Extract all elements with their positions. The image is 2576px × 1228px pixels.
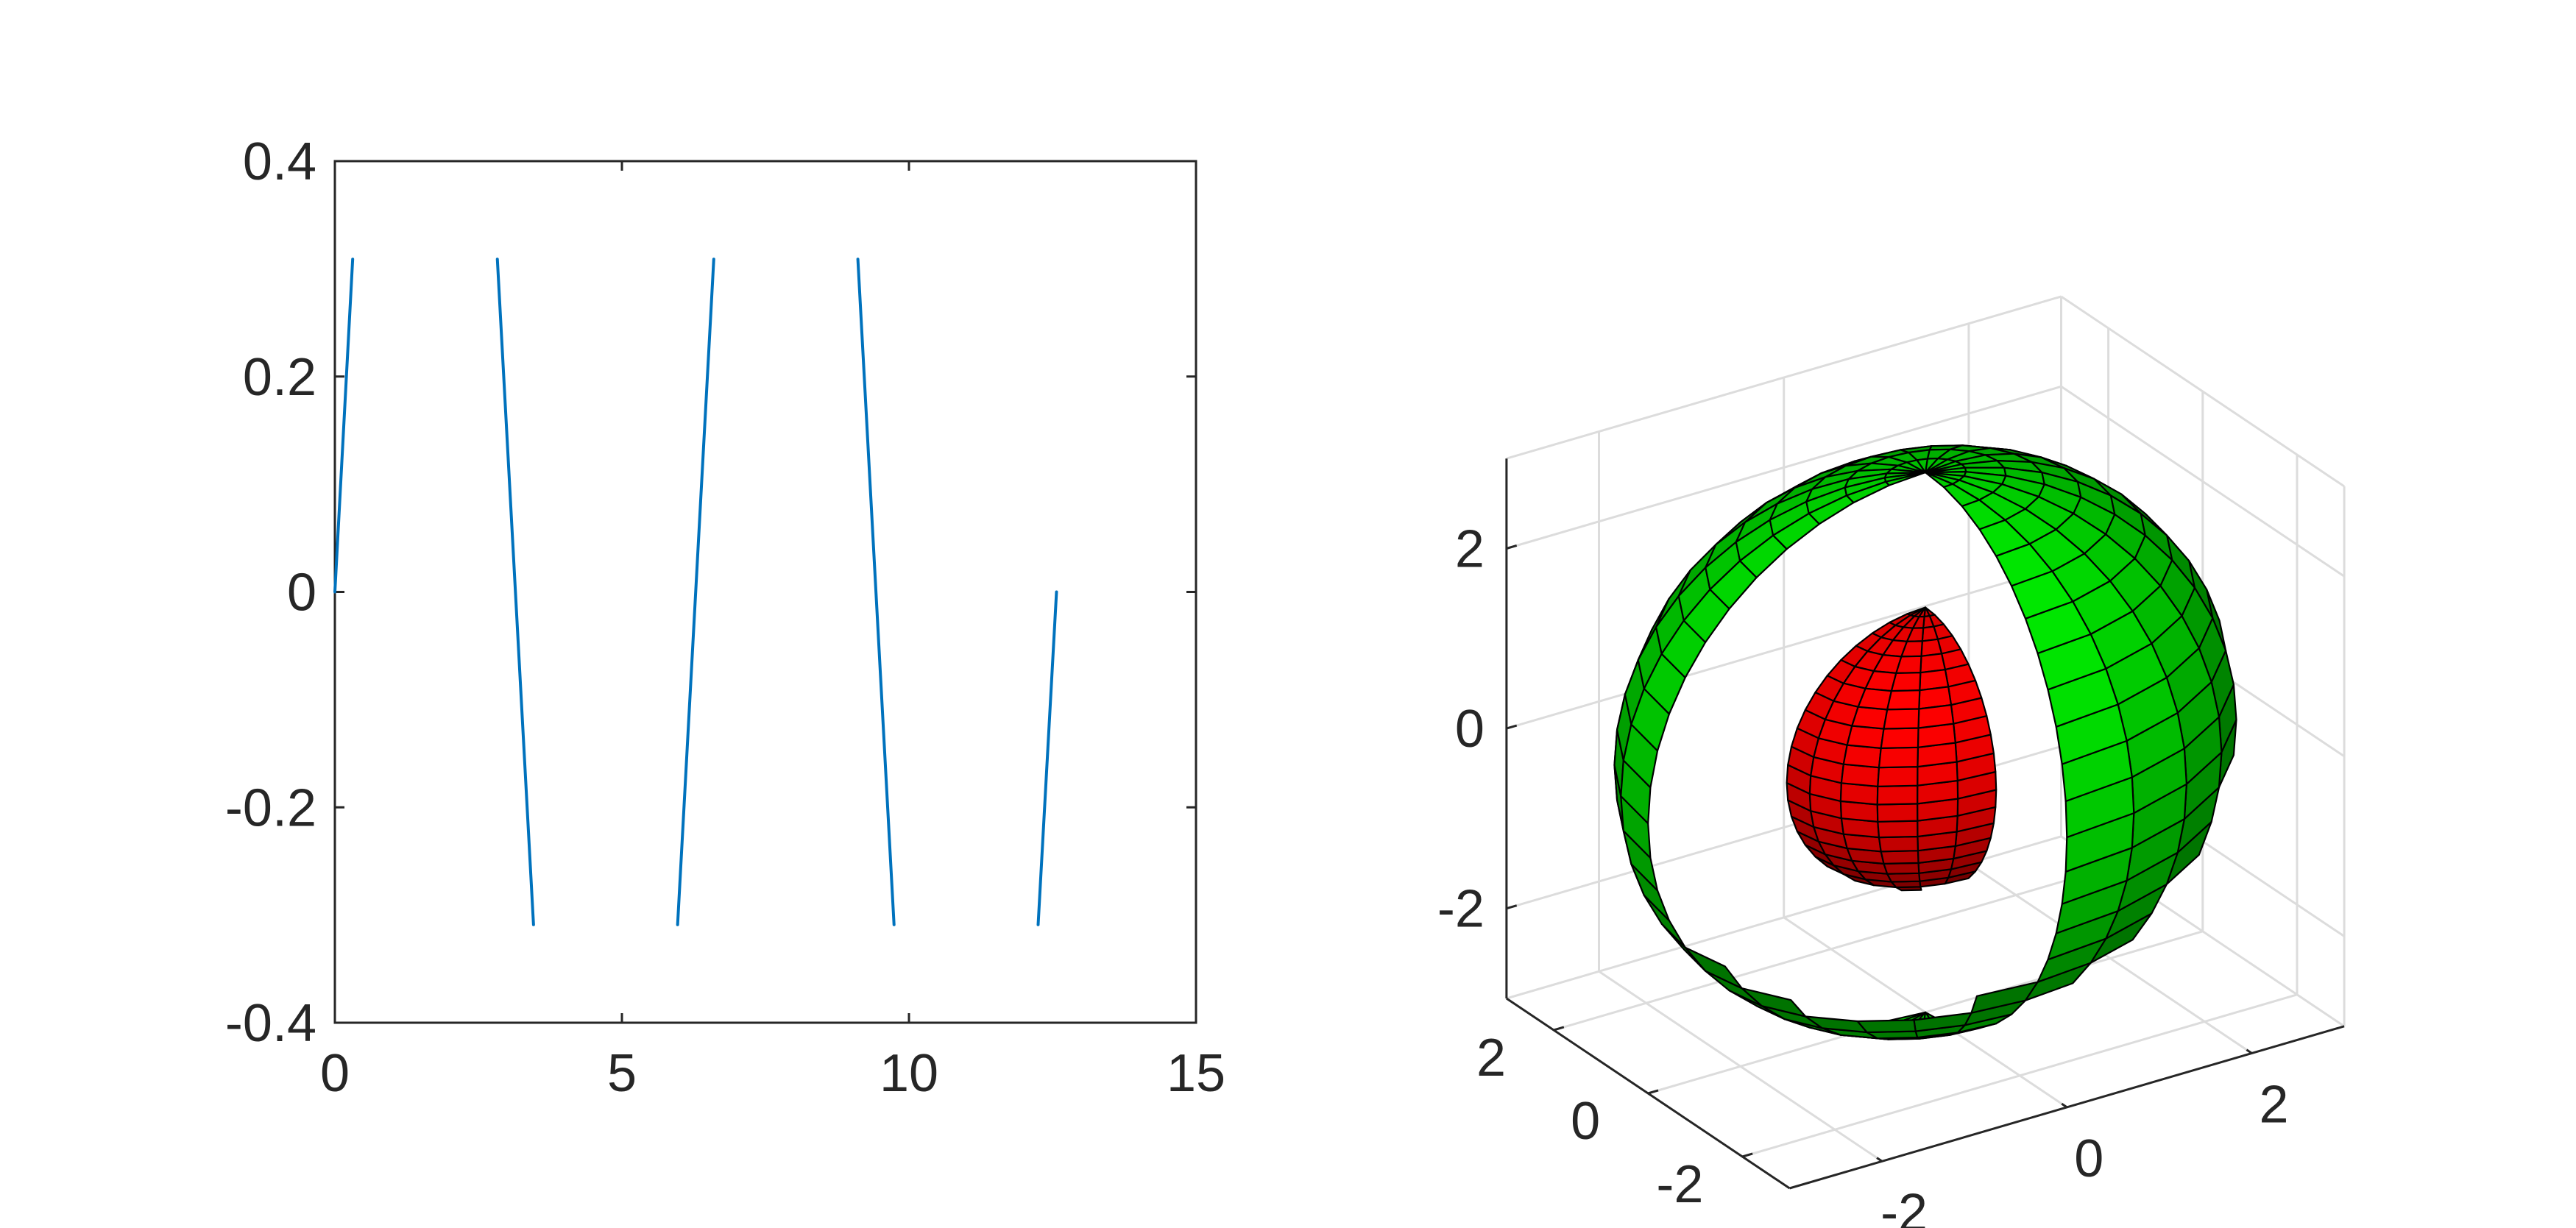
surface-face (1876, 784, 1919, 806)
grid-line (2060, 295, 2345, 488)
z-tick-mark (1506, 544, 1518, 550)
x-tick-label: 10 (880, 1044, 938, 1103)
z-tick-label: 2 (1455, 520, 1485, 579)
z-tick-labels: -2 0 2 (1437, 520, 1485, 939)
surface-face (1883, 708, 1920, 730)
x-tick-label: 15 (1167, 1044, 1225, 1103)
y-tick-labels: -0.4 -0.2 0 0.2 0.4 (225, 132, 316, 1053)
surface-face (1880, 727, 1919, 750)
grid-line (1553, 867, 2109, 1032)
grid-line (1506, 295, 2062, 460)
surface-face (1876, 803, 1919, 823)
surface-3d-chart: -2 0 2 -2 0 2 -2 0 2 (1437, 295, 2346, 1228)
surface-face (1883, 862, 1920, 875)
y-tick-mark (1553, 1026, 1565, 1032)
surface-face (1877, 820, 1919, 839)
x-tick-label-3d: 2 (2259, 1076, 2288, 1135)
y-tick-label: 0.2 (243, 348, 316, 407)
y-tick-label: 0 (287, 564, 316, 622)
surface-face (1878, 835, 1919, 853)
3d-axis-lines (1505, 458, 2345, 1190)
series-lines (333, 258, 1058, 926)
series-line-segment (676, 258, 715, 926)
surface-face (1878, 746, 1919, 769)
grid-line (1506, 385, 2062, 550)
z-tick-mark (1506, 724, 1518, 730)
line-chart: 0 5 10 15 -0.4 -0.2 0 0.2 0.4 (225, 132, 1225, 1103)
tick-marks (333, 160, 1197, 1024)
y-tick-label-3d: 0 (1571, 1092, 1600, 1151)
z-tick-label: 0 (1455, 700, 1485, 759)
surface-face (1895, 655, 1922, 675)
x-tick-mark (1876, 1157, 1883, 1163)
y-tick-label: 0.4 (243, 132, 316, 191)
y-tick-label-3d: -2 (1656, 1155, 1703, 1214)
surface-face (2011, 570, 2074, 620)
y-tick-label-3d: 2 (1476, 1029, 1506, 1087)
z-tick-mark (1506, 904, 1518, 910)
x-tick-labels: 0 5 10 15 (320, 1044, 1225, 1103)
surface-face (1741, 987, 1807, 1018)
axes-box (333, 160, 1197, 1024)
3d-surface-faces (1613, 444, 2237, 1040)
surface-face (1739, 534, 1788, 579)
x-tick-labels-3d: -2 0 2 (1880, 1076, 2288, 1228)
series-line-segment (856, 258, 896, 926)
z-tick-label: -2 (1437, 880, 1485, 939)
x-tick-label: 5 (607, 1044, 637, 1103)
x-tick-mark (2061, 1102, 2068, 1109)
x-tick-label: 0 (320, 1044, 350, 1103)
y-tick-label: -0.4 (225, 994, 316, 1053)
surface-face (1856, 1019, 1917, 1034)
x-tick-label-3d: 0 (2074, 1129, 2103, 1188)
surface-face (1880, 850, 1919, 865)
y-tick-labels-3d: -2 0 2 (1476, 1029, 1703, 1214)
y-tick-label: -0.2 (225, 778, 316, 837)
surface-face (1890, 672, 1922, 692)
surface-face (1877, 765, 1919, 788)
series-line-segment (1036, 590, 1058, 926)
x-tick-label-3d: -2 (1880, 1183, 1928, 1228)
series-line-segment (333, 258, 355, 594)
surface-face (1851, 706, 1889, 730)
series-line-segment (495, 258, 535, 926)
x-tick-mark (2246, 1048, 2253, 1054)
y-tick-mark (1741, 1152, 1753, 1158)
y-tick-mark (1647, 1089, 1659, 1095)
surface-face (1917, 703, 1955, 729)
grid-line (2060, 386, 2345, 578)
surface-face (1846, 725, 1885, 750)
surface-face (1886, 689, 1921, 711)
